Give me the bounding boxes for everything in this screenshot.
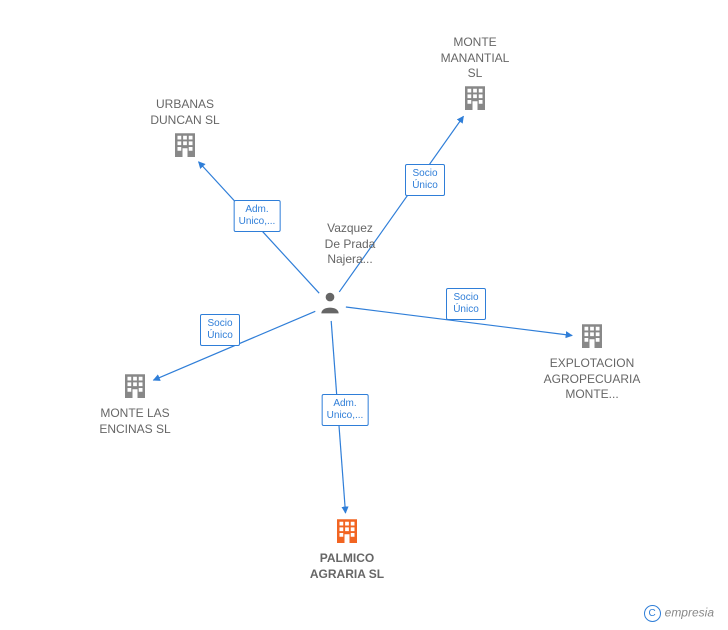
credit: Cempresia	[644, 605, 714, 622]
edge-label-text: Adm. Unico,...	[327, 398, 364, 421]
node-label-explotacion: EXPLOTACION AGROPECUARIA MONTE...	[544, 356, 641, 403]
building-icon-monte_las_encinas[interactable]	[120, 371, 150, 406]
edge-label-text: Socio Único	[453, 292, 479, 315]
credit-text: empresia	[665, 606, 714, 620]
edge-label-monte_manantial: Socio Único	[405, 164, 445, 196]
node-label-monte_manantial: MONTE MANANTIAL SL	[441, 35, 510, 82]
copyright-icon: C	[644, 605, 661, 622]
edge-label-urbanas: Adm. Unico,...	[234, 200, 281, 232]
node-label-text: URBANAS DUNCAN SL	[150, 97, 219, 127]
edge-label-text: Socio Único	[207, 318, 233, 341]
edge-label-palmico: Adm. Unico,...	[322, 394, 369, 426]
node-label-text: MONTE LAS ENCINAS SL	[99, 406, 170, 436]
node-label-monte_las_encinas: MONTE LAS ENCINAS SL	[99, 406, 170, 437]
node-label-urbanas: URBANAS DUNCAN SL	[150, 97, 219, 128]
edge-label-text: Adm. Unico,...	[239, 204, 276, 227]
edge-label-monte_las_encinas: Socio Único	[200, 314, 240, 346]
building-icon-monte_manantial[interactable]	[460, 83, 490, 118]
edge-label-text: Socio Único	[412, 168, 438, 191]
node-label-palmico: PALMICO AGRARIA SL	[310, 551, 384, 582]
node-label-text: PALMICO AGRARIA SL	[310, 551, 384, 581]
edge-layer	[0, 0, 728, 630]
edge-label-explotacion: Socio Único	[446, 288, 486, 320]
person-icon[interactable]	[317, 290, 343, 321]
node-label-text: EXPLOTACION AGROPECUARIA MONTE...	[544, 356, 641, 401]
building-icon-urbanas[interactable]	[170, 130, 200, 165]
node-label-text: MONTE MANANTIAL SL	[441, 35, 510, 80]
center-label: Vazquez De Prada Najera...	[325, 221, 376, 268]
building-icon-explotacion[interactable]	[577, 321, 607, 356]
center-label-text: Vazquez De Prada Najera...	[325, 221, 376, 266]
building-icon-palmico[interactable]	[332, 516, 362, 551]
